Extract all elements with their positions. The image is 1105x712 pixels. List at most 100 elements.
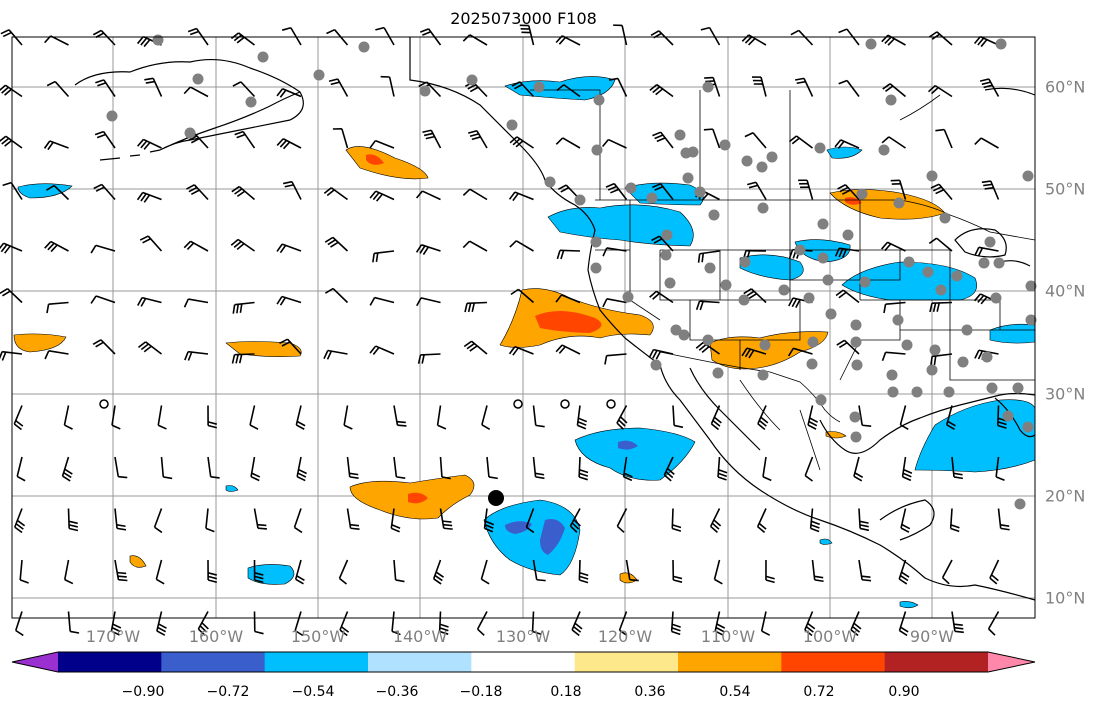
station-dot bbox=[935, 284, 947, 296]
lon-tick-label: 130°W bbox=[495, 627, 551, 646]
wind-barb bbox=[136, 191, 162, 203]
negative-area-bering bbox=[17, 183, 73, 199]
wind-barb bbox=[136, 138, 162, 150]
wind-barb bbox=[67, 611, 80, 634]
station-dot bbox=[738, 294, 750, 306]
wind-barb bbox=[332, 127, 349, 149]
wind-barb bbox=[61, 456, 73, 482]
wind-barb bbox=[43, 140, 69, 151]
wind-barb bbox=[951, 611, 964, 634]
lat-tick-label: 50°N bbox=[1045, 179, 1086, 199]
wind-barb bbox=[837, 184, 860, 201]
wind-barb bbox=[294, 611, 304, 637]
station-dot bbox=[887, 386, 899, 398]
colorbar-segment bbox=[368, 652, 472, 672]
station-dot bbox=[1012, 382, 1024, 394]
wind-barb bbox=[790, 29, 814, 46]
storm-center-marker bbox=[488, 490, 504, 506]
wind-barb bbox=[46, 80, 70, 98]
station-dot bbox=[506, 119, 518, 131]
wind-barb bbox=[555, 344, 581, 355]
wind-barb bbox=[207, 559, 218, 584]
wind-barb bbox=[881, 351, 906, 362]
wind-barb bbox=[509, 136, 534, 149]
lon-tick-label: 170°W bbox=[85, 627, 141, 646]
wind-barb bbox=[532, 456, 545, 480]
station-dot bbox=[859, 276, 871, 288]
calm-circle bbox=[99, 399, 109, 409]
station-dot bbox=[817, 218, 829, 230]
wind-barb bbox=[652, 183, 674, 200]
station-dot bbox=[1025, 314, 1037, 326]
wind-barb bbox=[14, 611, 24, 637]
station-dot bbox=[682, 172, 694, 184]
wind-barb bbox=[346, 508, 360, 531]
wind-barb bbox=[63, 559, 74, 585]
wind-barb bbox=[372, 250, 395, 263]
wind-barb bbox=[508, 345, 534, 356]
wind-barb bbox=[328, 78, 349, 97]
wind-barb bbox=[184, 350, 209, 361]
wind-barb bbox=[899, 405, 909, 430]
wind-barb bbox=[648, 348, 674, 360]
station-dot bbox=[660, 249, 672, 261]
wind-barb bbox=[276, 138, 302, 150]
wind-barb bbox=[293, 508, 303, 534]
wind-barb bbox=[186, 184, 209, 201]
station-dot bbox=[646, 192, 658, 204]
negative-core-mexico-offshore bbox=[618, 440, 638, 450]
wind-barbs bbox=[0, 24, 1010, 637]
wind-barb bbox=[672, 405, 684, 429]
colorbar bbox=[11, 651, 1036, 673]
colorbar-extend-min bbox=[12, 652, 58, 672]
station-dot bbox=[708, 209, 720, 221]
aleutian-islands bbox=[99, 149, 161, 161]
station-dot bbox=[901, 339, 913, 351]
station-dot bbox=[951, 270, 963, 282]
wind-barb bbox=[981, 180, 1000, 200]
wind-barb bbox=[995, 456, 1005, 481]
positive-core-northern-plains bbox=[845, 197, 862, 205]
wind-barb bbox=[463, 340, 488, 355]
wind-barb bbox=[464, 301, 488, 313]
station-dot bbox=[720, 279, 732, 291]
wind-barb bbox=[476, 611, 488, 636]
station-dot bbox=[929, 344, 941, 356]
negative-area-central-pacific-small bbox=[225, 485, 239, 492]
wind-barb bbox=[747, 181, 767, 200]
lon-tick-label: 110°W bbox=[700, 627, 756, 646]
station-dot bbox=[466, 74, 478, 86]
wind-barb bbox=[416, 297, 441, 307]
hudson-bay-edge bbox=[984, 87, 1036, 96]
station-dot bbox=[245, 96, 257, 108]
positive-core-subtropical bbox=[408, 492, 428, 504]
positive-area-gulf-alaska bbox=[345, 146, 429, 180]
wind-barb bbox=[941, 559, 953, 585]
wind-barb bbox=[110, 611, 122, 636]
wind-barb bbox=[794, 77, 814, 97]
station-dot bbox=[664, 277, 676, 289]
wind-barb bbox=[898, 559, 910, 585]
station-dot bbox=[757, 202, 769, 214]
station-dot bbox=[814, 142, 826, 154]
station-dot bbox=[590, 262, 602, 274]
station-dot bbox=[1014, 498, 1026, 510]
us-west-coast bbox=[587, 229, 661, 366]
wind-barb bbox=[16, 456, 26, 482]
colorbar-tick-label: −0.36 bbox=[375, 684, 419, 700]
wind-barb bbox=[578, 456, 589, 481]
wind-barb bbox=[281, 27, 302, 46]
station-dots bbox=[106, 34, 1037, 510]
wind-barb bbox=[94, 130, 116, 149]
wind-barb bbox=[974, 137, 999, 149]
wind-barb bbox=[807, 405, 818, 430]
wind-barb bbox=[393, 405, 407, 427]
wind-barb bbox=[67, 508, 79, 532]
wind-barb bbox=[0, 84, 23, 98]
florida bbox=[994, 397, 1036, 438]
wind-barb bbox=[881, 241, 906, 252]
station-dot bbox=[803, 292, 815, 304]
wind-barb bbox=[276, 87, 302, 98]
wind-barb bbox=[858, 508, 870, 532]
wind-barb bbox=[415, 190, 441, 201]
